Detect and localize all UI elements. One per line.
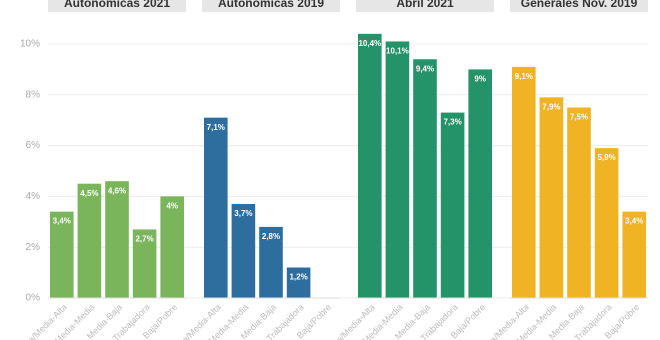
data-label: 1,2% xyxy=(289,273,307,282)
y-tick-label: 10% xyxy=(20,39,40,50)
data-label: 9,1% xyxy=(515,72,533,81)
data-label: 3,7% xyxy=(234,209,252,218)
data-label: 4,5% xyxy=(80,189,98,198)
data-label: 10,1% xyxy=(386,47,409,56)
bar xyxy=(204,117,228,298)
bar xyxy=(385,41,410,299)
data-label: 7,5% xyxy=(570,113,588,122)
y-tick-label: 2% xyxy=(26,242,41,253)
bar xyxy=(622,211,646,298)
data-label: 3,4% xyxy=(53,217,71,226)
bar xyxy=(567,107,591,298)
bar xyxy=(594,148,619,298)
panel-title: Abril 2021 xyxy=(396,0,454,10)
panel-title: Autonomicas 2021 xyxy=(64,0,170,10)
data-label: 2,7% xyxy=(135,235,153,244)
y-tick-label: 4% xyxy=(26,191,41,202)
y-tick-label: 0% xyxy=(26,293,41,304)
data-label: 9,4% xyxy=(416,64,434,73)
data-label: 4% xyxy=(166,202,178,211)
panel-header xyxy=(202,0,340,12)
data-label: 4,6% xyxy=(108,186,126,195)
data-label: 7,1% xyxy=(207,123,225,132)
bar xyxy=(259,226,283,298)
data-label: 7,9% xyxy=(542,102,560,111)
bar xyxy=(231,204,256,298)
panel-title: Generales Nov. 2019 xyxy=(521,0,638,10)
panel-header xyxy=(510,0,648,12)
panel-header xyxy=(356,0,494,12)
data-label: 5,9% xyxy=(597,153,615,162)
bar xyxy=(512,66,536,298)
bar xyxy=(50,211,74,298)
bar xyxy=(132,229,157,298)
bar xyxy=(413,59,437,298)
bar xyxy=(468,69,492,299)
bar xyxy=(440,112,465,298)
y-tick-label: 8% xyxy=(26,89,41,100)
data-label: 3,4% xyxy=(625,217,643,226)
panel-header xyxy=(48,0,186,12)
bar xyxy=(105,181,129,298)
bar xyxy=(539,97,564,298)
bar xyxy=(77,183,102,298)
panel-title: Autonomicas 2019 xyxy=(218,0,324,10)
data-label: 7,3% xyxy=(443,118,461,127)
y-tick-label: 6% xyxy=(26,140,41,151)
data-label: 2,8% xyxy=(262,232,280,241)
bar xyxy=(160,196,184,298)
data-label: 10,4% xyxy=(358,39,381,48)
bar xyxy=(286,267,311,298)
data-label: 9% xyxy=(474,75,486,84)
bar xyxy=(358,33,382,299)
